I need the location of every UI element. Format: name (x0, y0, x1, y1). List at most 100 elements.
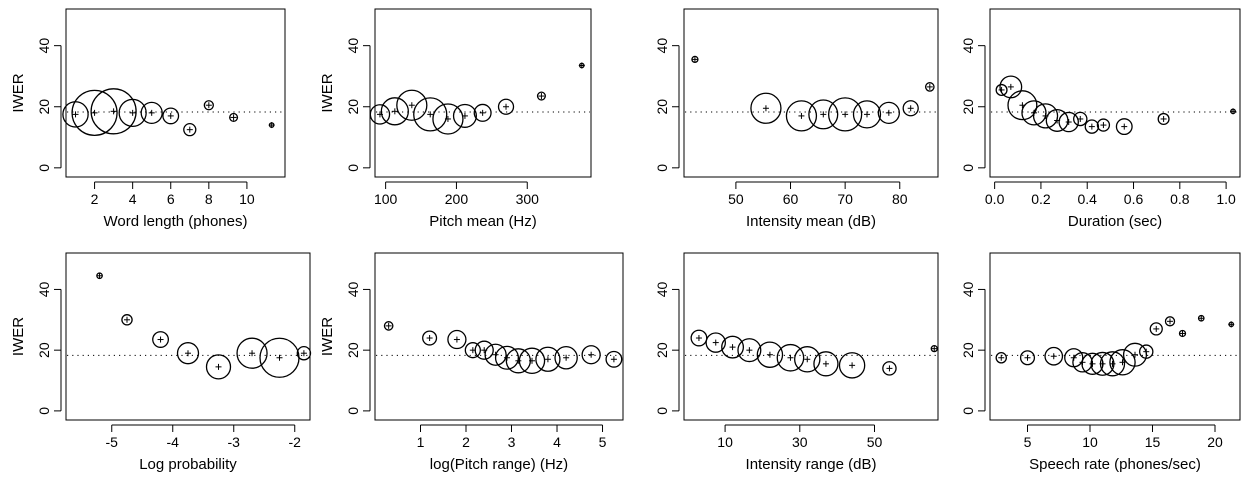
x-tick-label: 10 (1082, 434, 1098, 450)
panel-6: 1 2 3 4 502040log(Pitch range) (Hz)IWER (319, 253, 623, 473)
x-axis-label: Duration (sec) (1068, 213, 1162, 230)
x-tick-label: 0.6 (1124, 191, 1144, 207)
x-tick-label: 15 (1145, 434, 1161, 450)
data-point (996, 85, 1007, 96)
panel-8: 5 10 15 2002040Speech rate (phones/sec) (960, 253, 1240, 473)
data-point (829, 98, 862, 131)
x-tick-label: 10 (239, 191, 255, 207)
plot-frame (66, 9, 285, 177)
data-point (423, 331, 437, 345)
y-tick-label: 40 (345, 281, 361, 297)
x-tick-label: 30 (792, 434, 808, 450)
y-axis-label: IWER (10, 73, 27, 112)
y-tick-label: 0 (960, 407, 976, 415)
y-tick-label: 0 (960, 164, 976, 172)
y-tick-label: 20 (345, 99, 361, 115)
data-point (237, 338, 267, 368)
data-point (204, 101, 213, 110)
data-point (433, 104, 463, 134)
plot-frame (66, 253, 310, 420)
data-point (1198, 315, 1204, 321)
y-tick-label: 40 (960, 281, 976, 297)
data-point (1150, 323, 1162, 335)
data-point (370, 105, 389, 124)
y-tick-label: 40 (654, 281, 670, 297)
x-tick-label: 0.4 (1077, 191, 1097, 207)
data-point (555, 347, 577, 369)
data-point (1045, 348, 1062, 365)
plot-frame (375, 253, 623, 420)
data-point (1230, 108, 1236, 114)
data-point (751, 93, 781, 123)
x-tick-label: 4 (553, 434, 561, 450)
plot-frame (990, 9, 1240, 177)
data-point (1228, 321, 1234, 327)
x-tick-label: -5 (106, 434, 119, 450)
panel-5: -5 -4 -3 -202040Log probabilityIWER (10, 253, 311, 473)
plot-frame (684, 9, 938, 177)
x-tick-label: 2 (91, 191, 99, 207)
data-point (91, 89, 136, 134)
panel-1: 2 4 6 8 10 0 20 40 Word length (phones) IWER (10, 9, 285, 230)
data-point (122, 315, 132, 325)
data-point (1074, 112, 1087, 125)
y-tick-label: 20 (36, 342, 52, 358)
data-point (454, 105, 477, 128)
panel-7: 10 30 5002040Intensity range (dB) (654, 253, 938, 473)
data-point (692, 56, 698, 62)
x-tick-label: 80 (892, 191, 908, 207)
data-point (163, 108, 179, 124)
x-tick-label: 5 (1024, 434, 1032, 450)
y-tick-label: 0 (654, 407, 670, 415)
plot-frame (684, 253, 938, 420)
x-tick-label: 2 (462, 434, 470, 450)
data-point (538, 92, 546, 100)
data-point (579, 63, 585, 69)
x-tick-label: 0.2 (1031, 191, 1051, 207)
data-point (931, 346, 937, 352)
data-point (1085, 120, 1098, 133)
x-axis-label: Pitch mean (Hz) (429, 213, 537, 230)
y-tick-label: 0 (654, 164, 670, 172)
data-point (1097, 119, 1109, 131)
data-point (397, 90, 427, 120)
y-tick-label: 20 (960, 342, 976, 358)
x-axis-label: log(Pitch range) (Hz) (430, 456, 568, 473)
x-axis-label: Log probability (139, 456, 237, 473)
x-tick-label: 0.0 (985, 191, 1005, 207)
data-point (839, 353, 864, 378)
y-tick-label: 0 (345, 407, 361, 415)
data-point (582, 346, 600, 364)
y-tick-label: 40 (960, 38, 976, 54)
x-axis-label: Intensity mean (dB) (746, 213, 876, 230)
y-tick-label: 40 (36, 281, 52, 297)
data-point (1180, 330, 1186, 336)
data-point (996, 353, 1006, 363)
x-tick-label: 10 (717, 434, 733, 450)
y-tick-label: 20 (345, 342, 361, 358)
y-axis-label: IWER (319, 73, 336, 112)
data-point (809, 100, 838, 129)
x-tick-label: 1 (417, 434, 425, 450)
x-tick-label: -4 (167, 434, 180, 450)
y-tick-label: 0 (36, 164, 52, 172)
data-point (853, 101, 880, 128)
data-point (184, 124, 196, 136)
data-point (1021, 351, 1035, 365)
data-point (178, 343, 199, 364)
data-point (1034, 104, 1058, 128)
panel-2: 100 200 30002040Pitch mean (Hz)IWER (319, 9, 591, 230)
x-tick-label: 6 (167, 191, 175, 207)
data-point (1116, 119, 1132, 135)
y-tick-label: 0 (36, 407, 52, 415)
data-point (878, 102, 899, 123)
y-tick-label: 20 (654, 99, 670, 115)
data-point (883, 362, 896, 375)
y-tick-label: 20 (654, 342, 670, 358)
x-tick-label: 70 (837, 191, 853, 207)
x-tick-label: 50 (728, 191, 744, 207)
data-point (1000, 76, 1022, 98)
data-point (474, 104, 491, 121)
data-point (926, 83, 934, 91)
